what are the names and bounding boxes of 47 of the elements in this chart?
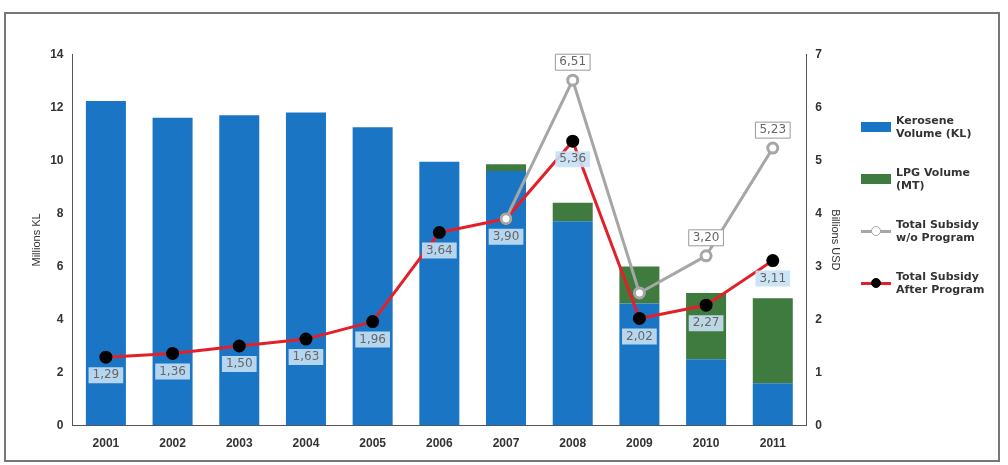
data-label: 1,96 [359,331,387,346]
data-label: 2,27 [692,315,720,330]
data-label: 3,20 [692,229,720,244]
y-axis-title: Millions KL [29,213,42,267]
y2-tick-label: 1 [815,364,823,379]
data-label: 3,90 [492,228,520,243]
x-tick-label: 2004 [292,436,320,451]
data-label: 5,23 [759,122,787,137]
legend-label: Total Subsidy w/o Program [896,218,980,244]
y-tick-label: 4 [56,311,64,326]
x-tick-label: 2009 [626,436,654,451]
x-tick-label: 2003 [225,436,253,451]
y-tick-label: 0 [56,417,64,432]
y2-tick-label: 6 [815,99,823,114]
x-tick-label: 2007 [492,436,520,451]
data-label: 3,64 [425,242,453,257]
y-tick-label: 6 [56,258,64,273]
data-label: 1,29 [92,367,120,382]
legend-label: LPG Volume (MT) [896,166,971,192]
y-tick-label: 10 [50,152,64,167]
y2-axis-title: Billions USD [830,209,843,271]
data-label: 1,50 [225,356,253,371]
legend-label: Total Subsidy After Program [896,270,986,296]
y-tick-label: 2 [56,364,64,379]
data-label: 1,36 [159,363,186,378]
y-tick-label: 14 [50,46,64,61]
x-tick-label: 2002 [159,436,187,451]
y-tick-label: 8 [56,205,64,220]
data-label: 3,11 [759,270,787,285]
y2-tick-label: 3 [815,258,823,273]
y-tick-label: 12 [50,99,64,114]
y2-tick-label: 0 [815,417,823,432]
data-label: 2,02 [626,328,653,343]
x-tick-label: 2010 [692,436,720,451]
x-tick-label: 2011 [759,436,787,451]
x-tick-label: 2006 [425,436,454,451]
data-label: 6,51 [559,54,587,69]
legend-label: Kerosene Volume (KL) [896,114,973,140]
y2-tick-label: 5 [815,152,823,167]
y2-tick-label: 4 [815,205,823,220]
x-tick-label: 2008 [559,436,587,451]
y2-tick-label: 7 [815,46,823,61]
x-tick-label: 2001 [92,436,120,451]
x-tick-label: 2005 [359,436,387,451]
data-label: 5,36 [559,151,587,166]
y2-tick-label: 2 [815,311,823,326]
data-label: 1,63 [292,349,320,364]
